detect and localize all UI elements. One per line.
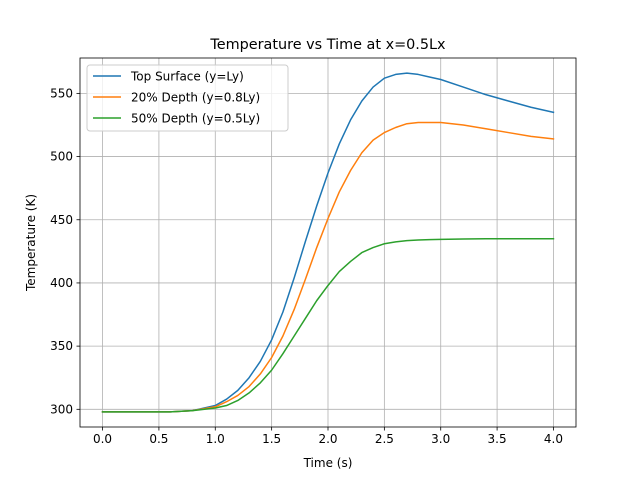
y-tick-label: 550 [50,86,73,100]
legend-label-1: Top Surface (y=Ly) [130,70,244,84]
y-tick-label: 500 [50,150,73,164]
y-tick-label: 350 [50,339,73,353]
x-tick-label: 3.5 [488,432,507,446]
grid [80,58,576,427]
series-line-3 [101,237,555,413]
y-tick-label: 400 [50,276,73,290]
series-line-2 [101,121,555,413]
x-tick-label: 2.5 [375,432,394,446]
legend-label-2: 20% Depth (y=0.8Ly) [131,91,260,105]
x-tick-label: 2.0 [318,432,337,446]
series-lines [101,72,555,413]
series-line-1 [101,72,555,413]
axis-ticks: 0.0 0.5 1.0 1.5 2.0 2.5 3.0 3.5 4.0 300 350 400 450 5… [50,86,563,446]
x-tick-label: 3.0 [431,432,450,446]
legend-box [86,64,289,132]
y-tick-label: 300 [50,402,73,416]
y-axis-label: Temperature (K) [24,194,38,292]
chart-title: Temperature vs Time at x=0.5Lx [209,37,446,53]
y-tick-label: 450 [50,213,73,227]
x-tick-label: 4.0 [544,432,563,446]
x-tick-label: 0.5 [149,432,168,446]
x-axis-label: Time (s) [303,456,353,470]
x-tick-label: 0.0 [93,432,112,446]
x-tick-label: 1.0 [206,432,225,446]
legend-label-3: 50% Depth (y=0.5Ly) [131,112,260,126]
x-tick-label: 1.5 [262,432,281,446]
legend: Top Surface (y=Ly) 20% Depth (y=0.8Ly) 50%… [86,64,289,132]
